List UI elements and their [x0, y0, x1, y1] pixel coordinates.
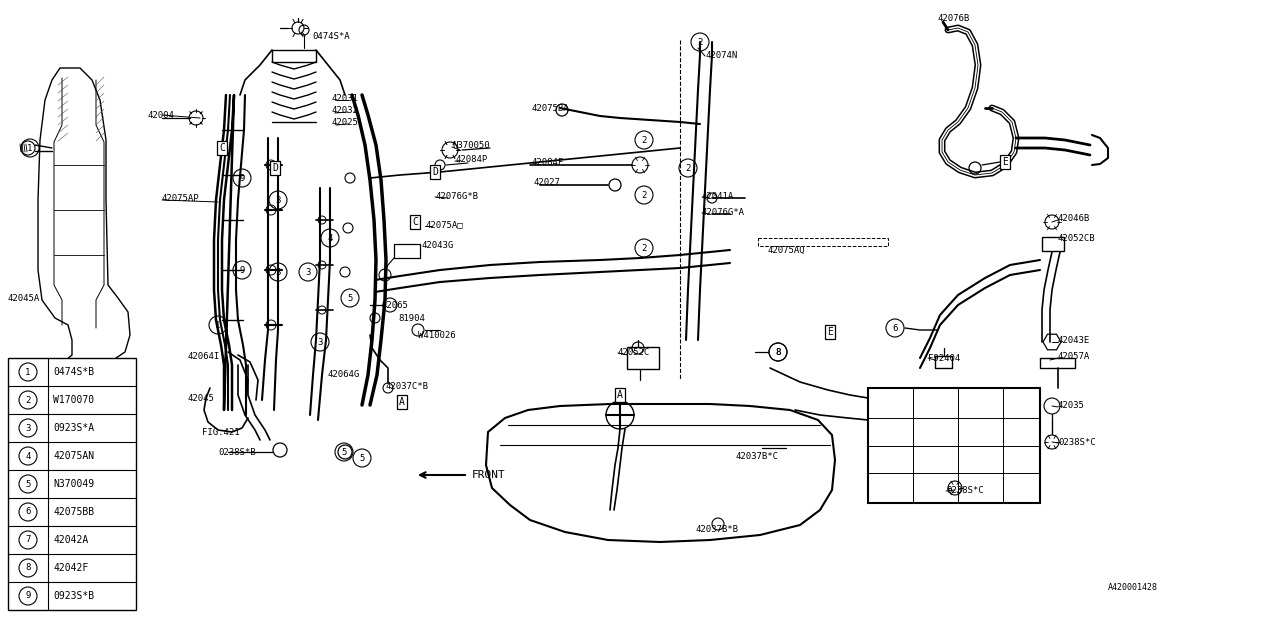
Text: 42075AP: 42075AP	[163, 193, 200, 202]
FancyBboxPatch shape	[627, 347, 659, 369]
Text: 42045: 42045	[188, 394, 215, 403]
Text: 3: 3	[275, 195, 280, 205]
Text: 3: 3	[306, 268, 311, 276]
Text: 42037B*B: 42037B*B	[696, 525, 739, 534]
Text: W170070: W170070	[52, 395, 95, 405]
Text: D: D	[433, 167, 438, 177]
Text: N370050: N370050	[452, 141, 490, 150]
Text: E: E	[1002, 157, 1007, 167]
Text: A: A	[617, 390, 623, 400]
Text: 9: 9	[26, 591, 31, 600]
Text: 42045A: 42045A	[8, 294, 40, 303]
Text: 42041A: 42041A	[701, 191, 735, 200]
Text: D: D	[273, 163, 278, 173]
Text: 2: 2	[641, 243, 646, 253]
Text: 42075AN: 42075AN	[52, 451, 95, 461]
Text: FRONT: FRONT	[472, 470, 506, 480]
Text: 0238S*B: 0238S*B	[218, 447, 256, 456]
Text: W410026: W410026	[419, 330, 456, 339]
Text: 0238S*C: 0238S*C	[946, 486, 983, 495]
Text: 6: 6	[26, 508, 31, 516]
Circle shape	[340, 267, 349, 277]
Text: 81904: 81904	[398, 314, 425, 323]
Text: N370049: N370049	[52, 479, 95, 489]
Text: 8: 8	[776, 348, 781, 356]
Text: 42075BB: 42075BB	[52, 507, 95, 517]
Text: 42004: 42004	[148, 111, 175, 120]
Text: 42046B: 42046B	[1059, 214, 1091, 223]
Text: 8: 8	[776, 348, 781, 356]
Text: 2: 2	[641, 136, 646, 145]
Text: 3: 3	[317, 337, 323, 346]
Text: 1: 1	[26, 367, 31, 376]
FancyBboxPatch shape	[1042, 237, 1064, 251]
Text: 5: 5	[26, 479, 31, 488]
Text: 9: 9	[239, 173, 244, 182]
Text: 5: 5	[347, 294, 353, 303]
Text: FIG.421: FIG.421	[202, 428, 239, 436]
Text: 7: 7	[26, 536, 31, 545]
Text: 2: 2	[641, 191, 646, 200]
Text: 42043E: 42043E	[1059, 335, 1091, 344]
Text: 42075BA: 42075BA	[532, 104, 570, 113]
Text: 9: 9	[239, 266, 244, 275]
FancyBboxPatch shape	[394, 244, 420, 258]
Text: A: A	[399, 397, 404, 407]
Bar	[868, 388, 1039, 503]
Text: 4: 4	[26, 451, 31, 461]
Circle shape	[343, 223, 353, 233]
Text: 2: 2	[698, 38, 703, 47]
Text: 42084P: 42084P	[454, 154, 488, 163]
Text: 42027: 42027	[534, 177, 561, 186]
Text: 1: 1	[215, 321, 220, 330]
Text: 42076G*B: 42076G*B	[435, 191, 477, 200]
Text: 3: 3	[275, 268, 280, 276]
Text: 42052CB: 42052CB	[1059, 234, 1096, 243]
Text: 42076G*A: 42076G*A	[701, 207, 745, 216]
Text: 42032: 42032	[332, 106, 358, 115]
Text: 42057A: 42057A	[1059, 351, 1091, 360]
Text: 42075A□: 42075A□	[425, 221, 462, 230]
Text: 1: 1	[27, 143, 33, 152]
Bar	[758, 238, 888, 246]
Circle shape	[346, 173, 355, 183]
Text: 42074N: 42074N	[705, 51, 737, 60]
Text: 42064I: 42064I	[188, 351, 220, 360]
Text: 42065: 42065	[381, 301, 408, 310]
Text: 0474S*A: 0474S*A	[312, 31, 349, 40]
Text: 5: 5	[360, 454, 365, 463]
Text: 42064G: 42064G	[328, 369, 360, 378]
Text: 42037C*B: 42037C*B	[385, 381, 428, 390]
Text: 42075AQ: 42075AQ	[768, 246, 805, 255]
Text: 42037B*C: 42037B*C	[736, 451, 780, 461]
Text: 42052C: 42052C	[618, 348, 650, 356]
Text: 6: 6	[892, 323, 897, 333]
Text: 42084F: 42084F	[532, 157, 564, 166]
Text: 0474S*B: 0474S*B	[52, 367, 95, 377]
Text: 42043G: 42043G	[422, 241, 454, 250]
Text: C: C	[412, 217, 419, 227]
Text: 42042A: 42042A	[52, 535, 88, 545]
Text: 3: 3	[26, 424, 31, 433]
Text: 0238S*C: 0238S*C	[1059, 438, 1096, 447]
Text: 42031: 42031	[332, 93, 358, 102]
Bar	[8, 358, 136, 610]
Text: 0923S*A: 0923S*A	[52, 423, 95, 433]
Text: 5: 5	[342, 447, 347, 456]
Text: E: E	[827, 327, 833, 337]
Text: 2: 2	[26, 396, 31, 404]
Text: A420001428: A420001428	[1108, 584, 1158, 593]
Text: 42035: 42035	[1059, 401, 1085, 410]
Text: 42025: 42025	[332, 118, 358, 127]
Text: F92404: F92404	[928, 353, 960, 362]
Text: 0923S*B: 0923S*B	[52, 591, 95, 601]
Text: 42076B: 42076B	[938, 13, 970, 22]
Text: 2: 2	[685, 163, 691, 173]
Text: 4: 4	[328, 234, 333, 243]
Text: 42042F: 42042F	[52, 563, 88, 573]
Text: 8: 8	[26, 563, 31, 573]
Text: C: C	[219, 143, 225, 153]
